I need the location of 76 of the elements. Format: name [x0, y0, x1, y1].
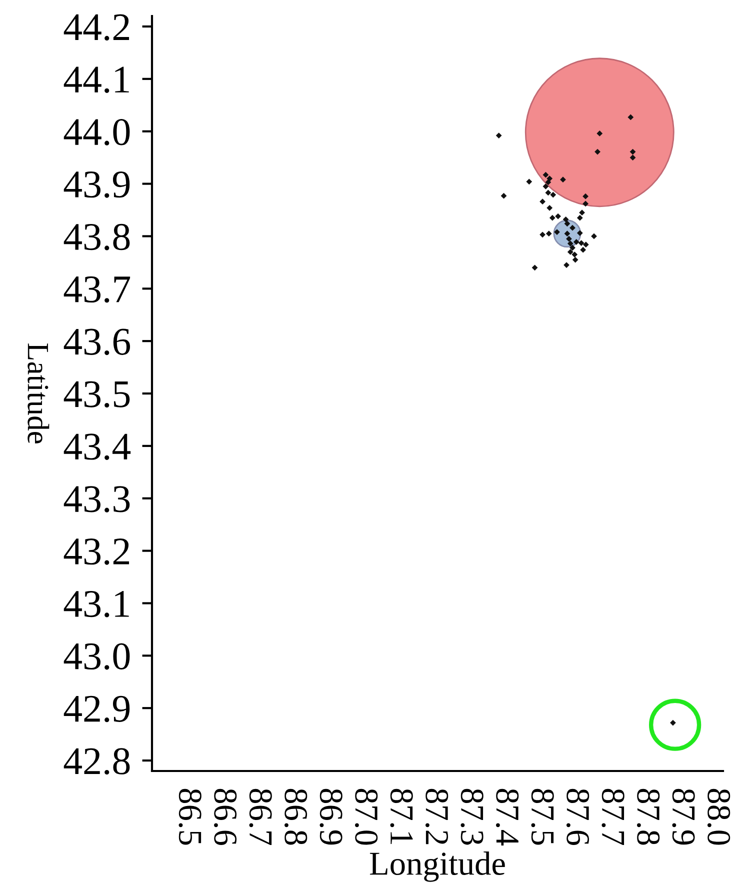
x-tick-label: 86.8	[284, 788, 308, 845]
point	[630, 154, 636, 161]
x-tick-label: 86.7	[249, 788, 272, 846]
point	[572, 252, 578, 258]
point	[591, 233, 597, 240]
x-tick-label: 87.6	[566, 788, 590, 846]
y-tick-label: 43.7	[64, 276, 130, 303]
y-tick-label: 44.0	[64, 118, 130, 146]
x-tick-label: 87.8	[636, 788, 660, 845]
y-tick-label: 44.2	[64, 14, 130, 41]
y-tick-label: 43.4	[64, 434, 131, 460]
y-tick-label: 42.9	[64, 696, 130, 722]
point	[596, 130, 603, 136]
point	[549, 214, 556, 221]
point	[546, 204, 553, 211]
point	[564, 230, 570, 237]
x-tick-label: 87.1	[390, 788, 413, 844]
y-tick-label: 43.0	[64, 643, 130, 670]
y-tick-label: 43.6	[64, 328, 130, 356]
point	[570, 244, 576, 251]
point	[560, 176, 566, 183]
point	[578, 240, 584, 246]
x-tick-label: 87.3	[460, 788, 484, 845]
x-tick-label: 86.6	[214, 788, 237, 846]
y-tick-label: 43.5	[64, 381, 130, 408]
point	[576, 214, 583, 221]
point	[567, 240, 574, 246]
point	[545, 179, 552, 186]
point	[573, 239, 580, 245]
x-tick-label: 87.9	[672, 788, 695, 845]
point	[500, 192, 507, 199]
point	[594, 148, 600, 155]
y-tick-label: 42.8	[64, 748, 130, 775]
point	[540, 232, 546, 238]
x-axis-title: Longitude	[370, 852, 505, 882]
point	[526, 178, 532, 185]
point	[580, 246, 586, 253]
x-tick-label: 87.4	[496, 788, 519, 846]
point	[542, 183, 549, 190]
x-tick-label: 87.7	[602, 788, 624, 846]
point	[572, 256, 578, 263]
point	[496, 132, 502, 138]
y-tick-label: 43.1	[64, 590, 129, 618]
point	[582, 242, 589, 248]
y-tick-label: 43.9	[64, 172, 130, 198]
point	[628, 114, 634, 120]
point	[630, 148, 636, 155]
point	[542, 172, 549, 178]
point	[564, 220, 570, 227]
point	[576, 230, 583, 236]
point	[582, 193, 588, 200]
x-tick-label: 88.0	[707, 788, 730, 845]
point	[550, 192, 556, 198]
x-tick-label: 87.0	[354, 788, 378, 845]
point	[670, 720, 676, 726]
point	[546, 176, 553, 182]
point	[532, 264, 538, 271]
point	[582, 200, 588, 207]
x-tick-label: 86.5	[178, 788, 202, 845]
point	[570, 224, 576, 231]
point	[566, 236, 572, 242]
point	[555, 213, 561, 220]
point	[545, 190, 552, 196]
y-tick-label: 43.8	[64, 224, 130, 250]
y-tick-label: 43.2	[64, 538, 130, 565]
point	[567, 248, 574, 255]
y-tick-label: 43.3	[64, 486, 130, 512]
x-tick-label: 87.5	[531, 788, 554, 845]
y-axis-title: Latitude	[28, 343, 50, 444]
x-tick-label: 86.9	[320, 788, 342, 845]
y-tick-label: 44.1	[64, 66, 129, 93]
point	[546, 230, 552, 237]
x-tick-label: 87.2	[425, 788, 448, 844]
point	[579, 210, 585, 216]
point	[562, 216, 569, 222]
point	[540, 198, 546, 205]
